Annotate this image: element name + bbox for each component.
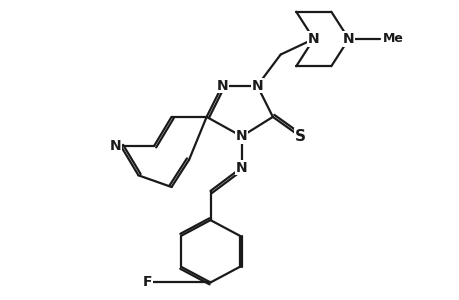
Text: N: N (235, 160, 247, 175)
Text: Me: Me (382, 32, 403, 46)
Text: N: N (109, 139, 121, 153)
Text: N: N (342, 32, 354, 46)
Text: N: N (251, 79, 263, 93)
Text: N: N (235, 129, 247, 143)
Text: F: F (142, 275, 152, 290)
Text: N: N (216, 79, 228, 93)
Text: S: S (294, 129, 305, 144)
Text: N: N (307, 32, 319, 46)
